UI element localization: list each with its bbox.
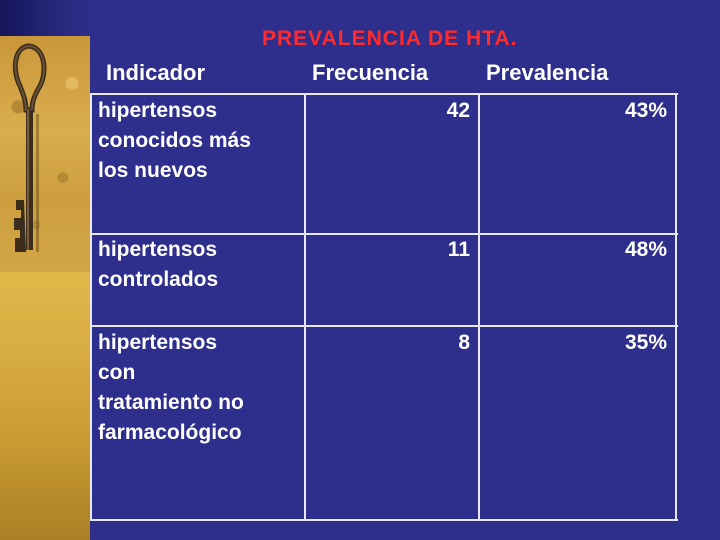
grid-line-right [675, 93, 677, 521]
table-grid [90, 60, 678, 522]
left-panel-lower-texture [0, 272, 90, 540]
row2-indicador: hipertensos controlados [98, 235, 218, 295]
row3-indicador-line3: tratamiento no [98, 391, 244, 414]
row3-frecuencia: 8 [458, 331, 470, 354]
left-panel-top-shade [0, 0, 90, 36]
row2-frecuencia: 11 [447, 238, 470, 261]
row1-indicador: hipertensos conocidos más los nuevos [98, 96, 251, 186]
row1-indicador-line1: hipertensos [98, 99, 218, 122]
row3-indicador-line2: con [98, 361, 136, 384]
row2-indicador-line1: hipertensos [98, 238, 218, 261]
grid-line-row1-bottom [90, 233, 678, 235]
prevalence-table: Indicador Frecuencia Prevalencia hiperte… [90, 60, 678, 522]
key-icon [12, 43, 47, 252]
header-frecuencia: Frecuencia [312, 60, 429, 85]
row1-indicador-line2: conocidos más [98, 129, 251, 152]
row3-indicador: hipertensos con tratamiento no farmacoló… [98, 328, 244, 448]
row1-frecuencia: 42 [446, 99, 470, 122]
row3-indicador-line4: farmacológico [98, 421, 242, 444]
grid-line-col1 [304, 93, 306, 521]
grid-line-col2 [478, 93, 480, 521]
slide-title: PREVALENCIA DE HTA. [262, 27, 518, 50]
row1-prevalencia: 43% [624, 99, 667, 122]
row3-prevalencia: 35% [624, 331, 667, 354]
row2-indicador-line2: controlados [98, 268, 219, 291]
grid-line-row2-bottom [90, 325, 678, 327]
row3-indicador-line1: hipertensos [98, 331, 218, 354]
row2-prevalencia: 48% [624, 238, 667, 261]
header-prevalencia: Prevalencia [486, 60, 609, 85]
header-indicador: Indicador [106, 60, 206, 85]
grid-line-table-bottom [90, 519, 678, 521]
grid-line-header-bottom [90, 93, 678, 95]
row1-indicador-line3: los nuevos [98, 159, 208, 182]
grid-line-left [90, 93, 92, 521]
